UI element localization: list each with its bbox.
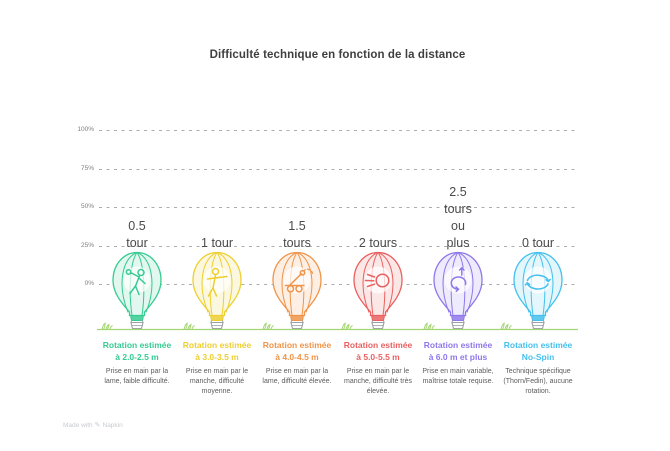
flying-ball-icon [366,274,389,287]
watermark-brand: Napkin [102,421,123,429]
balloon-info-1: Rotation estimée à 2.0-2.5 m Prise en ma… [97,339,177,387]
rotation-label: Rotation estimée à 2.0-2.5 m [102,340,172,362]
napkin-pen-icon: ✎ [94,422,101,429]
hot-air-balloon [192,251,242,329]
no-spin-icon [526,275,551,289]
balloon-column-1: 0.5 tour [97,120,177,330]
y-tick-50: 50% [80,203,94,210]
balloon-info-4: Rotation estimée à 5.0-5.5 m Prise en ma… [338,339,418,397]
balloon-info-6: Rotation estimée No-Spin Technique spéci… [498,339,578,397]
category-label: 1.5 tours [283,219,311,250]
rifle-shooter-icon [208,269,228,297]
gridline-100 [99,130,578,131]
category-label: 1 tour [201,236,233,250]
y-tick-100: 100% [77,126,94,133]
catapult-icon [286,269,313,292]
rotation-label: Rotation estimée à 3.0-3.5 m [182,340,252,362]
difficulty-note: Prise en main variable, maîtrise totale … [422,368,494,385]
spin-throw-icon [451,268,465,292]
category-label: 0 tour [522,236,554,250]
difficulty-note: Technique spécifique (Thorn/Fedin), aucu… [503,368,573,395]
hot-air-balloon [353,251,403,329]
category-label: 2.5 tours ou plus [444,185,472,250]
y-tick-25: 25% [80,241,94,249]
hot-air-balloon [433,251,483,329]
rotation-label: Rotation estimée à 4.0-4.5 m [262,340,332,362]
balloon-info-3: Rotation estimée à 4.0-4.5 m Prise en ma… [257,339,337,387]
balloon-info-5: Rotation estimée à 6.0 m et plus Prise e… [418,339,498,387]
balloon-column-2: 1 tour [177,120,257,330]
gridline-25 [99,245,578,247]
rotation-label: Rotation estimée à 6.0 m et plus [423,340,493,362]
difficulty-note: Prise en main par la lame, difficulté él… [262,368,332,385]
watermark: Made with ✎ Napkin [63,421,123,430]
difficulty-note: Prise en main par la lame, faible diffic… [104,368,170,385]
balloon-column-5: 2.5 tours ou plus [418,120,498,330]
difficulty-note: Prise en main par le manche, difficulté … [185,368,249,395]
balloon-column-4: 2 tours [338,120,418,330]
balloon-info-2: Rotation estimée à 3.0-3.5 m Prise en ma… [177,339,257,397]
gridline-50 [99,207,578,208]
balloon-column-3: 1.5 tours [257,120,337,330]
difficulty-note: Prise en main par le manche, difficulté … [344,368,412,395]
category-label: 0.5 tour [126,219,148,250]
gridline-75 [99,168,578,170]
watermark-text: Made with [63,421,93,429]
y-tick-75: 75% [80,164,94,172]
gridline-0 [99,284,578,285]
rotation-label: Rotation estimée No-Spin [503,340,573,362]
hammer-thrower-icon [126,270,145,295]
balloon-column-6: 0 tour [498,120,578,330]
rotation-label: Rotation estimée à 5.0-5.5 m [343,340,413,362]
hot-air-balloon [112,251,162,329]
hot-air-balloon [272,251,322,329]
hot-air-balloon [513,251,563,329]
grass-baseline [97,322,578,331]
chart-title: Difficulté technique en fonction de la d… [209,49,466,61]
category-label: 2 tours [358,236,398,250]
y-tick-0: 0% [84,280,94,287]
